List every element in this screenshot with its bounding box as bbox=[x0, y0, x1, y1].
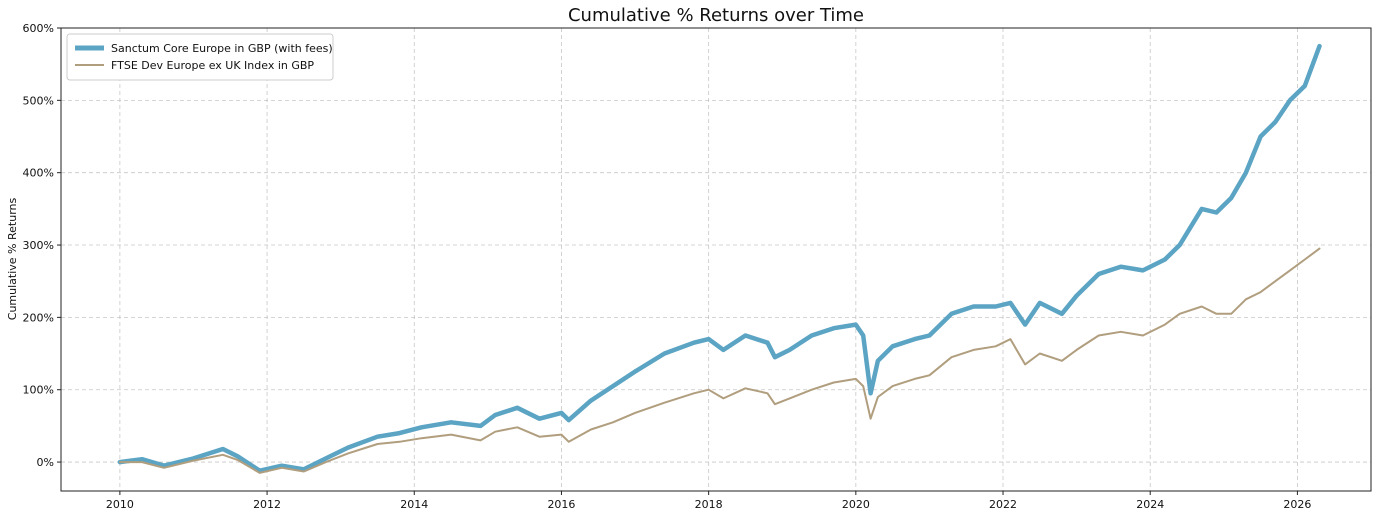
series-line-ftse bbox=[118, 247, 1321, 474]
y-tick-label: 300% bbox=[23, 239, 54, 252]
y-tick-label: 500% bbox=[23, 94, 54, 107]
series-line-sanctum bbox=[117, 43, 1322, 473]
x-tick-label: 2026 bbox=[1283, 498, 1311, 511]
y-tick-label: 200% bbox=[23, 311, 54, 324]
y-tick-label: 0% bbox=[37, 456, 54, 469]
x-tick-label: 2018 bbox=[695, 498, 723, 511]
x-tick-label: 2014 bbox=[400, 498, 428, 511]
x-tick-label: 2010 bbox=[106, 498, 134, 511]
y-tick-label: 100% bbox=[23, 384, 54, 397]
plot-area-frame bbox=[60, 27, 1372, 492]
x-tick-label: 2012 bbox=[253, 498, 281, 511]
legend: Sanctum Core Europe in GBP (with fees) F… bbox=[66, 33, 334, 81]
x-tick-label: 2016 bbox=[547, 498, 575, 511]
x-tick-label: 2020 bbox=[842, 498, 870, 511]
x-tick-label: 2024 bbox=[1136, 498, 1164, 511]
legend-box bbox=[66, 33, 334, 81]
chart-title: Cumulative % Returns over Time bbox=[568, 5, 864, 26]
grid bbox=[61, 27, 1371, 491]
legend-label-ftse: FTSE Dev Europe ex UK Index in GBP bbox=[111, 59, 314, 72]
x-axis-ticks: 2010 2012 2014 2016 2018 2020 2022 2024 2026 bbox=[106, 491, 1311, 511]
y-axis-ticks: 0% 100% 200% 300% 400% 500% 600% bbox=[23, 22, 61, 469]
y-tick-label: 600% bbox=[23, 22, 54, 35]
y-tick-label: 400% bbox=[23, 167, 54, 180]
series-lines bbox=[117, 43, 1322, 474]
x-tick-label: 2022 bbox=[989, 498, 1017, 511]
y-axis-label: Cumulative % Returns bbox=[6, 198, 19, 321]
legend-label-sanctum: Sanctum Core Europe in GBP (with fees) bbox=[111, 42, 333, 55]
